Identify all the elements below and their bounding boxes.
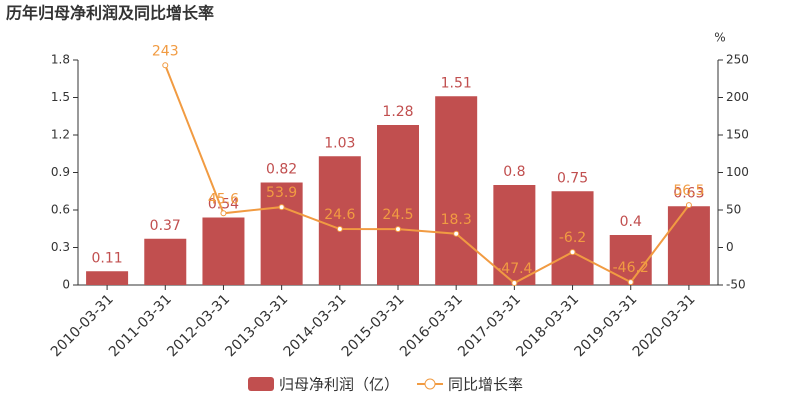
bar	[144, 238, 187, 285]
line-point	[627, 279, 634, 286]
line-value-label: 24.5	[382, 207, 413, 223]
bar	[435, 96, 478, 285]
line-point	[569, 249, 576, 256]
y2-tick-label: 200	[726, 90, 749, 104]
legend-label: 同比增长率	[448, 376, 523, 394]
line-point	[395, 226, 401, 233]
y2-tick-label: 250	[726, 53, 749, 67]
line-value-label: 45.6	[208, 191, 239, 207]
line-point	[685, 202, 692, 209]
x-tick-label: 2020-03-31	[630, 291, 699, 360]
bar-value-label: 0.8	[503, 164, 525, 180]
line-value-label: 24.6	[324, 207, 355, 223]
bar-value-label: 1.03	[324, 135, 355, 151]
bar-value-label: 0.11	[92, 250, 123, 266]
y-tick-label: 0.6	[51, 203, 70, 217]
bar-value-label: 1.28	[382, 104, 413, 120]
y-tick-label: 0	[62, 278, 70, 292]
y-tick-label: 0.3	[51, 240, 70, 254]
bar-value-label: 0.82	[266, 162, 297, 178]
y-tick-label: 1.2	[51, 128, 70, 142]
line-point	[220, 210, 227, 217]
bar-value-label: 0.75	[557, 170, 588, 186]
chart-title: 历年归母净利润及同比增长率	[6, 4, 214, 23]
line-value-label: -47.4	[496, 261, 532, 277]
line-value-label: -6.2	[559, 230, 586, 246]
legend-label: 归母净利润（亿）	[279, 376, 399, 394]
y-tick-label: 1.8	[51, 53, 70, 67]
bar	[609, 235, 652, 285]
legend-swatch	[248, 377, 274, 391]
line	[164, 64, 690, 285]
line-point	[336, 226, 343, 233]
line-point	[162, 62, 169, 69]
line-value-label: 243	[152, 43, 179, 59]
y2-tick-label: 50	[726, 203, 741, 217]
line-value-label: 56.5	[673, 183, 704, 199]
y-tick-label: 0.9	[51, 165, 70, 179]
y2-tick-label: -50	[726, 278, 746, 292]
line-point	[511, 280, 518, 287]
bar-value-label: 0.63	[673, 185, 704, 201]
line-value-label: -46.2	[613, 260, 649, 276]
y2-tick-label: 150	[726, 128, 749, 142]
line-value-label: 18.3	[441, 212, 472, 228]
bar-value-label: 1.51	[441, 75, 472, 91]
bar	[493, 185, 536, 285]
bar	[86, 271, 129, 285]
bar	[551, 191, 594, 285]
legend-swatch	[424, 378, 436, 390]
line-point	[278, 204, 285, 211]
line-value-label: 53.9	[266, 185, 297, 201]
bar	[318, 156, 361, 285]
bar	[667, 206, 710, 285]
bar-value-label: 0.54	[208, 197, 239, 213]
y2-tick-label: 0	[726, 240, 734, 254]
y2-tick-label: 100	[726, 165, 749, 179]
bar-value-label: 0.4	[620, 214, 642, 230]
bar-value-label: 0.37	[150, 218, 181, 234]
bar	[260, 182, 303, 285]
bar	[377, 125, 419, 285]
bar	[202, 217, 245, 285]
y2-axis-label: %	[714, 31, 725, 45]
line-point	[453, 230, 460, 237]
y-tick-label: 1.5	[51, 90, 70, 104]
